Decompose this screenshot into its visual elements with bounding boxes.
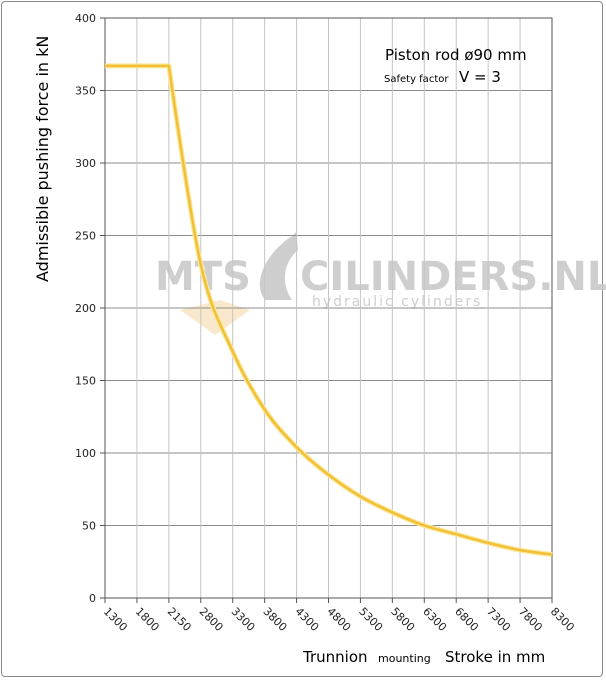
x-tick-label: 5800 (388, 605, 417, 634)
y-tick-label: 200 (75, 302, 96, 315)
axes (100, 17, 553, 603)
annotation-title: Piston rod ø90 mm (385, 46, 527, 64)
annotation-safety-value: V = 3 (459, 68, 501, 86)
x-tick-label: 3300 (229, 605, 258, 634)
y-tick-label: 0 (89, 592, 96, 605)
plot-area-border (104, 17, 553, 599)
y-tick-label: 400 (75, 12, 96, 25)
y-tick-label: 350 (75, 85, 96, 98)
x-axis-label-mounting: mounting (378, 652, 431, 665)
y-tick-label: 50 (82, 520, 96, 533)
x-tick-label: 4800 (324, 605, 353, 634)
watermark-right: CILINDERS.NL (300, 254, 606, 300)
x-tick-label: 8300 (548, 605, 577, 634)
y-tick-label: 150 (75, 375, 96, 388)
y-axis-label: Admissible pushing force in kN (33, 36, 52, 282)
y-tick-label: 100 (75, 447, 96, 460)
x-tick-label: 4300 (292, 605, 321, 634)
x-tick-label: 1800 (133, 605, 162, 634)
x-tick-label: 7800 (516, 605, 545, 634)
x-axis-label-stroke: Stroke in mm (445, 648, 545, 666)
x-tick-label: 7300 (484, 605, 513, 634)
x-tick-label: 1300 (101, 605, 130, 634)
watermark-sub: hydraulic cylinders (312, 294, 482, 310)
x-axis-label-trunnion: Trunnion (302, 648, 368, 666)
y-tick-label: 250 (75, 230, 96, 243)
x-tick-label: 6800 (452, 605, 481, 634)
x-tick-label: 2800 (197, 605, 226, 634)
series-line (105, 64, 553, 556)
y-tick-labels: 0 50 100 150 200 250 300 350 400 (75, 12, 96, 605)
watermark-swoosh-icon (259, 232, 298, 300)
y-tick-label: 300 (75, 157, 96, 170)
watermark: MTS CILINDERS.NL hydraulic cylinders (155, 232, 606, 335)
x-tick-label: 6300 (420, 605, 449, 634)
x-tick-label: 5300 (356, 605, 385, 634)
x-tick-label: 2150 (165, 605, 194, 634)
grid (105, 17, 552, 598)
x-tick-labels: 1300 1800 2150 2800 3300 3800 4300 4800 5300 5800… (101, 605, 577, 634)
series-layer (104, 63, 553, 557)
annotation-safety-label: Safety factor (384, 74, 449, 85)
x-tick-label: 3800 (261, 605, 290, 634)
